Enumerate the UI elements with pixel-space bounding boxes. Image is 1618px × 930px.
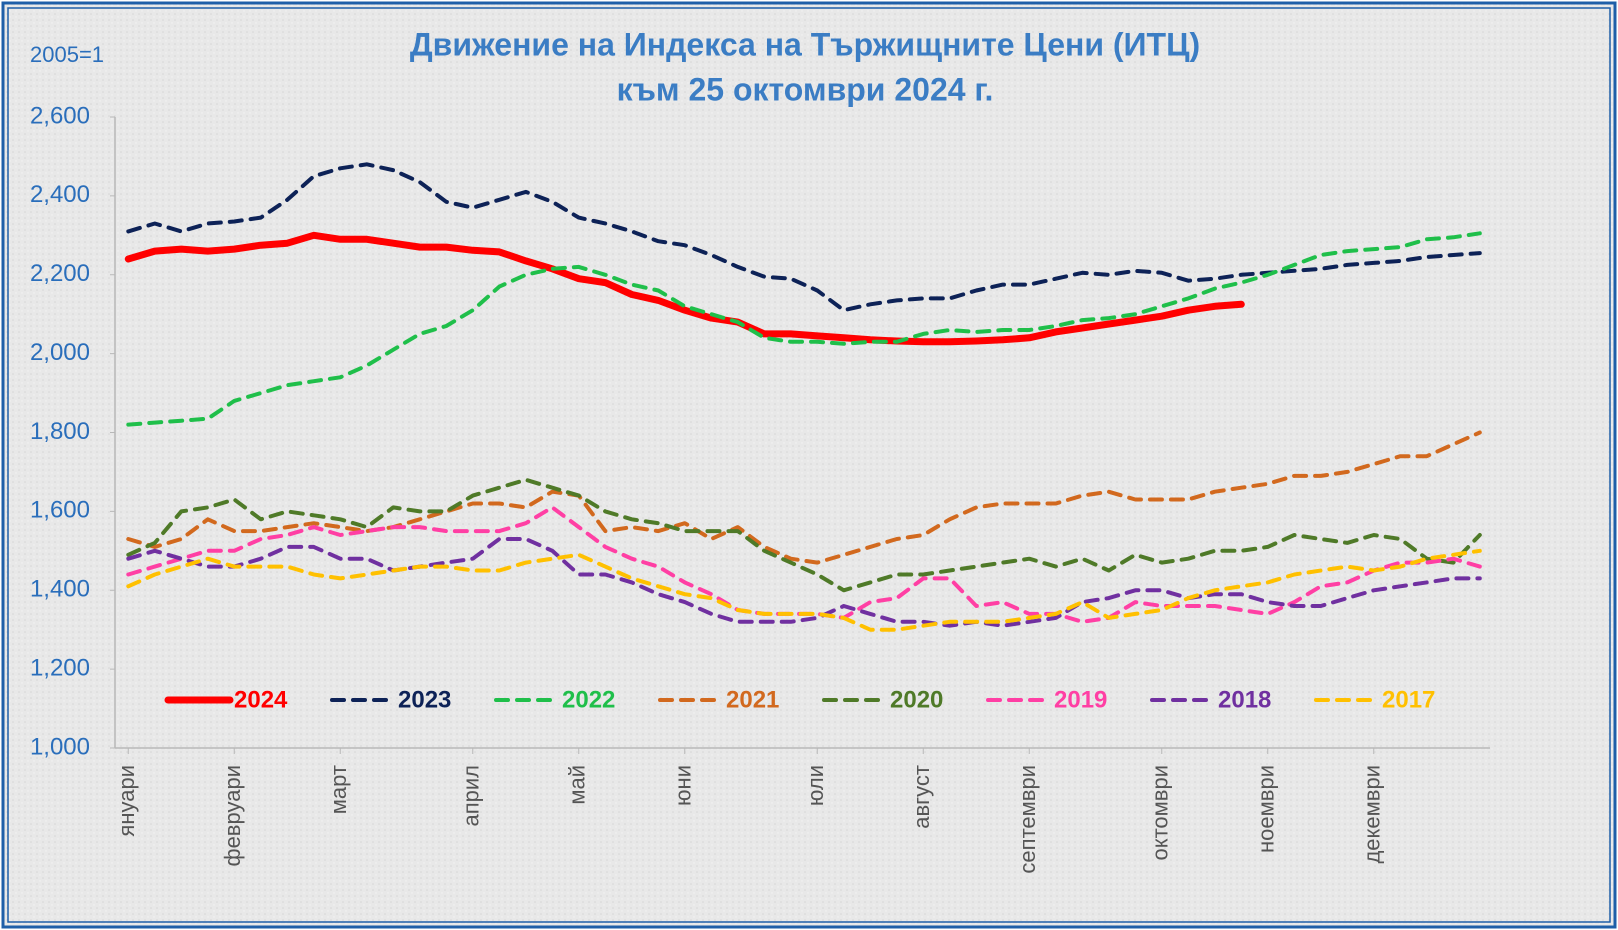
y-tick-label: 2,000 <box>30 339 90 366</box>
legend-label: 2024 <box>234 686 288 713</box>
x-tick-label: декември <box>1360 765 1385 864</box>
legend-label: 2020 <box>890 686 943 713</box>
x-tick-label: април <box>459 765 484 827</box>
series-line <box>126 548 1482 632</box>
legend-label: 2017 <box>1382 686 1435 713</box>
legend-label: 2022 <box>562 686 615 713</box>
series-line <box>126 537 1482 628</box>
legend-label: 2019 <box>1054 686 1107 713</box>
x-tick-label: октомври <box>1148 765 1173 861</box>
y-tick-label: 1,800 <box>30 418 90 445</box>
y-tick-label: 1,400 <box>30 576 90 603</box>
chart-title: Движение на Индекса на Тържищните Цени (… <box>410 26 1200 62</box>
y-axis-label: 2005=1 <box>30 42 104 67</box>
series-line <box>126 477 1482 593</box>
x-tick-label: юли <box>803 765 828 806</box>
legend-label: 2023 <box>398 686 451 713</box>
series-line <box>126 430 1482 565</box>
x-tick-label: март <box>326 765 351 814</box>
y-tick-label: 1,600 <box>30 497 90 524</box>
legend-label: 2021 <box>726 686 779 713</box>
legend-label: 2018 <box>1218 686 1271 713</box>
series-line <box>126 162 1482 313</box>
y-tick-label: 1,200 <box>30 654 90 681</box>
x-tick-label: май <box>565 765 590 805</box>
x-tick-label: февруари <box>220 765 245 867</box>
x-tick-label: септември <box>1015 765 1040 874</box>
chart-subtitle: към 25 октомври 2024 г. <box>617 71 994 107</box>
y-tick-label: 1,000 <box>30 733 90 760</box>
y-tick-label: 2,200 <box>30 260 90 287</box>
series-line <box>124 231 1245 346</box>
y-tick-label: 2,400 <box>30 181 90 208</box>
series-line <box>126 231 1482 427</box>
x-tick-label: август <box>909 765 934 829</box>
x-tick-label: януари <box>114 765 139 837</box>
x-tick-label: юни <box>671 765 696 806</box>
y-tick-label: 2,600 <box>30 102 90 129</box>
x-tick-label: ноември <box>1254 765 1279 853</box>
chart-frame <box>7 7 1611 923</box>
